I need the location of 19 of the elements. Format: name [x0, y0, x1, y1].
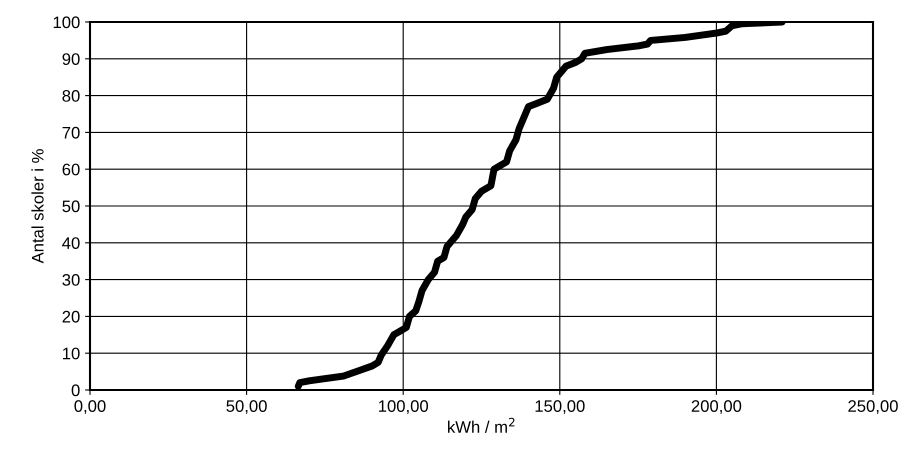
- x-axis-title: kWh / m$^{2}$: [448, 418, 514, 433]
- y-tick-label: 10: [63, 348, 80, 360]
- y-tick-label: 30: [62, 274, 80, 286]
- x-tick-label: 200,00: [692, 400, 742, 414]
- x-tick-label: 0,00: [74, 400, 106, 414]
- y-tick-label: 100: [54, 16, 80, 28]
- y-tick-label: 70: [62, 126, 80, 139]
- x-tick-label: 100,00: [378, 400, 428, 414]
- y-axis-title: Antal skoler i %: [31, 149, 44, 264]
- y-tick-label: 60: [62, 164, 80, 176]
- y-tick-label: 0: [72, 384, 80, 396]
- y-tick-label: 80: [62, 90, 80, 102]
- x-tick-label: 150,00: [536, 400, 585, 414]
- x-tick-label: 250,00: [848, 400, 898, 414]
- y-tick-label: 40: [62, 237, 80, 250]
- x-tick-label: 50,00: [226, 400, 267, 414]
- y-tick-label: 90: [62, 53, 80, 66]
- y-tick-label: 20: [62, 310, 80, 323]
- y-tick-label: 50: [62, 200, 80, 212]
